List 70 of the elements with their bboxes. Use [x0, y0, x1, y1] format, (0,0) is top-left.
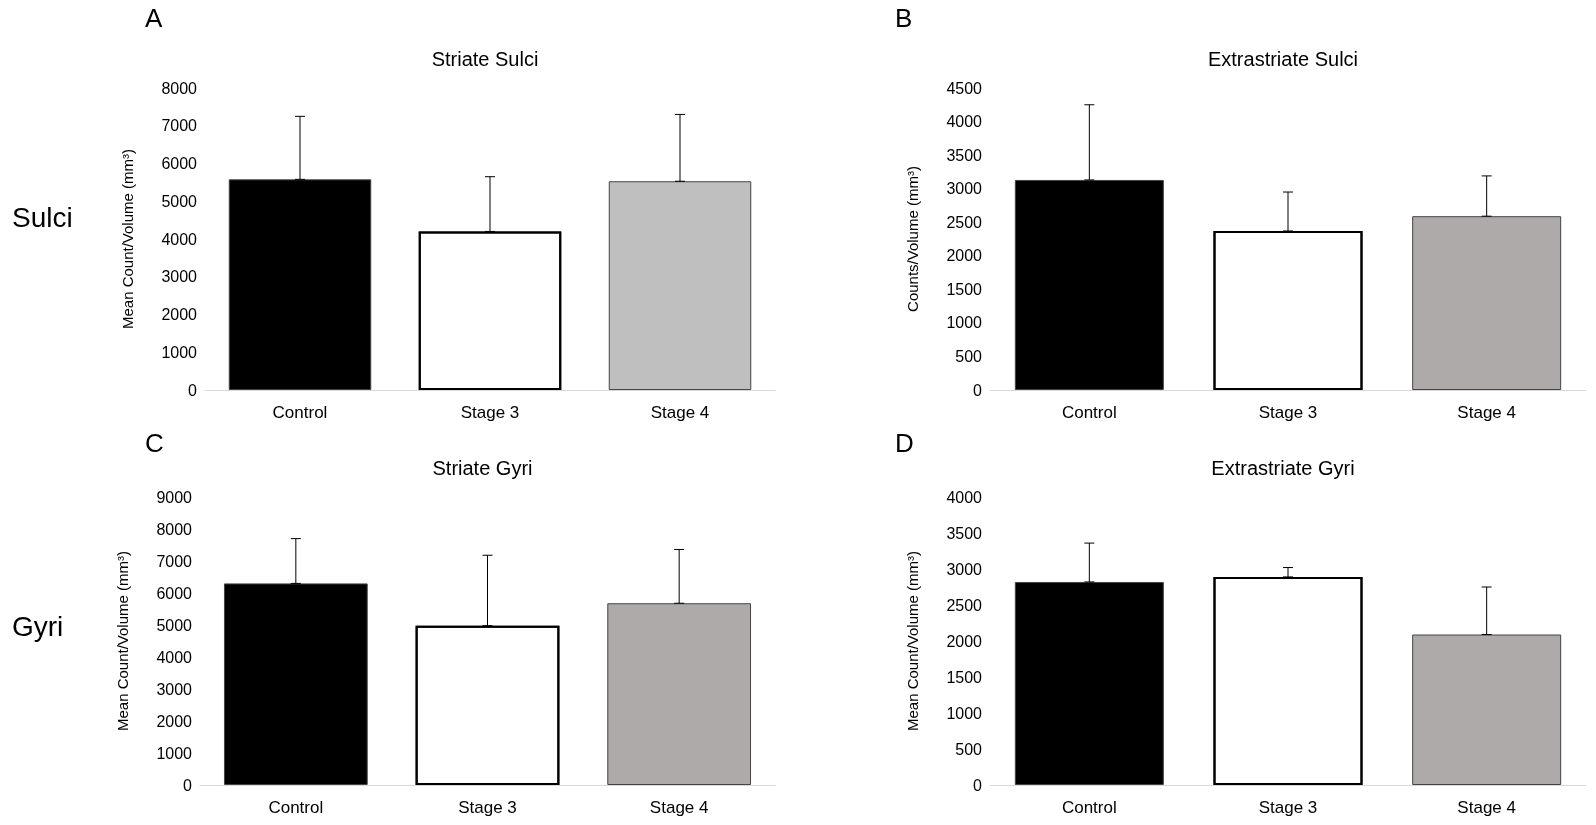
y-tick-label: 500 — [955, 740, 983, 758]
text: A — [145, 3, 163, 33]
chart-title: Extrastriate Gyri — [1211, 457, 1355, 479]
y-tick-label: 2500 — [946, 213, 983, 231]
y-tick-label: 5000 — [156, 616, 193, 634]
bar — [1412, 216, 1562, 390]
y-tick-label: 8000 — [161, 79, 198, 97]
y-axis-title: Counts/Volume (mm³) — [904, 166, 921, 312]
y-tick-label: 2500 — [946, 596, 983, 614]
y-tick-label: 1500 — [946, 280, 983, 298]
bar — [1014, 581, 1164, 785]
x-tick-label: Control — [272, 403, 328, 422]
y-tick-label: 0 — [188, 381, 198, 399]
y-tick-label: 0 — [183, 776, 193, 794]
y-tick-label: 2000 — [156, 712, 193, 730]
chart-title: Striate Sulci — [431, 48, 539, 70]
y-tick-label: 5000 — [161, 192, 198, 210]
bar — [1014, 179, 1164, 390]
x-tick-label: Stage 4 — [1457, 403, 1516, 422]
x-tick-label: Stage 4 — [1457, 798, 1516, 817]
y-tick-label: 4000 — [946, 488, 983, 506]
y-tick-label: 1000 — [156, 744, 193, 762]
y-tick-label: 3500 — [946, 524, 983, 542]
y-tick-label: 7000 — [156, 552, 193, 570]
x-tick-label: Stage 4 — [649, 798, 709, 817]
x-tick-label: Stage 3 — [1258, 798, 1318, 817]
y-axis-title: Mean Count/Volume (mm³) — [114, 550, 131, 732]
text: B — [895, 3, 913, 33]
y-tick-label: 1500 — [946, 668, 983, 686]
x-tick-label: Control — [268, 798, 324, 817]
text: C — [145, 428, 164, 458]
y-tick-label: 2000 — [946, 247, 983, 265]
y-tick-label: 6000 — [161, 155, 198, 172]
y-tick-label: 3000 — [946, 180, 983, 198]
y-axis-title: Mean Count/Volume (mm³) — [904, 550, 921, 732]
x-tick-label: Stage 3 — [1258, 403, 1318, 422]
bar — [607, 603, 752, 785]
y-tick-label: 1000 — [946, 704, 983, 722]
chart-title: Extrastriate Sulci — [1207, 48, 1359, 70]
y-tick-label: 0 — [973, 381, 983, 399]
x-tick-label: Control — [1061, 403, 1117, 422]
bar — [1412, 634, 1562, 785]
y-axis-title: Mean Count/Volume (mm³) — [119, 148, 136, 330]
y-tick-label: 4500 — [946, 79, 983, 97]
y-tick-label: 3000 — [156, 680, 193, 698]
y-tick-label: 1000 — [946, 314, 983, 332]
text: D — [895, 428, 914, 458]
text: Sulci — [12, 201, 73, 233]
y-tick-label: 3000 — [161, 268, 198, 286]
x-tick-label: Control — [1061, 798, 1117, 817]
x-tick-label: Stage 3 — [458, 798, 517, 817]
y-tick-label: 2000 — [161, 306, 198, 323]
y-tick-label: 8000 — [156, 520, 193, 538]
bar — [608, 181, 752, 390]
y-tick-label: 4000 — [946, 113, 983, 131]
y-tick-label: 7000 — [161, 117, 198, 135]
x-tick-label: Stage 4 — [650, 403, 710, 422]
chart-title: Striate Gyri — [432, 457, 533, 479]
y-tick-label: 9000 — [156, 488, 193, 506]
y-tick-label: 3500 — [946, 146, 983, 164]
y-tick-label: 1000 — [161, 343, 198, 361]
text: Gyri — [12, 610, 64, 642]
y-tick-label: 6000 — [156, 584, 193, 602]
y-tick-label: 4000 — [161, 230, 198, 248]
y-tick-label: 4000 — [156, 648, 193, 666]
y-tick-label: 0 — [973, 776, 983, 794]
y-tick-label: 3000 — [946, 560, 983, 578]
y-tick-label: 2000 — [946, 632, 983, 650]
y-tick-label: 500 — [955, 347, 983, 365]
x-tick-label: Stage 3 — [460, 403, 520, 422]
